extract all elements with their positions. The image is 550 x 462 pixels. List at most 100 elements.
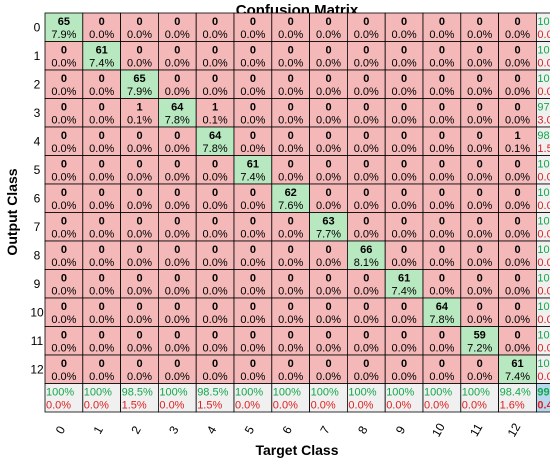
cell-count: 0 xyxy=(174,330,180,342)
cell-count: 0 xyxy=(212,159,218,171)
cell-count: 0 xyxy=(99,187,105,199)
cell-count: 0 xyxy=(99,159,105,171)
cell-count: 0 xyxy=(61,301,67,313)
cell-percent: 7.4% xyxy=(392,286,417,298)
row-precision: 100% xyxy=(537,216,550,228)
cell-percent: 0.0% xyxy=(51,86,76,98)
cell-count: 0 xyxy=(99,216,105,228)
cell-count: 0 xyxy=(325,102,331,114)
matrix-cell xyxy=(120,297,159,327)
cell-count: 0 xyxy=(477,216,483,228)
cell-count: 0 xyxy=(477,358,483,370)
cell-count: 61 xyxy=(96,45,108,57)
cell-percent: 0.0% xyxy=(203,86,228,98)
matrix-cell xyxy=(384,354,424,384)
cell-percent: 0.0% xyxy=(51,115,76,127)
matrix-cell xyxy=(82,69,122,99)
cell-percent: 0.0% xyxy=(165,286,190,298)
row-precision: 100% xyxy=(537,244,550,256)
row-error: 0.0% xyxy=(537,286,550,298)
cell-percent: 0.0% xyxy=(203,314,228,326)
cell-percent: 0.0% xyxy=(392,371,417,383)
x-tick-label: 7 xyxy=(317,423,333,436)
cell-count: 0 xyxy=(136,187,142,199)
cell-percent: 0.0% xyxy=(316,286,341,298)
cell-count: 0 xyxy=(61,45,67,57)
matrix-cell xyxy=(309,12,348,42)
col-summary-cell xyxy=(346,383,386,413)
cell-percent: 0.0% xyxy=(392,172,417,184)
col-recall: 100% xyxy=(311,387,339,399)
cell-percent: 0.0% xyxy=(51,200,76,212)
cell-count: 0 xyxy=(401,330,407,342)
matrix-cell xyxy=(346,297,386,327)
cell-count: 0 xyxy=(61,73,67,85)
cell-percent: 0.0% xyxy=(89,29,114,41)
matrix-cell xyxy=(460,155,499,185)
matrix-cell xyxy=(271,212,310,242)
cell-count: 0 xyxy=(174,187,180,199)
row-precision: 100% xyxy=(537,301,550,313)
cell-percent: 0.0% xyxy=(278,143,303,155)
matrix-cell xyxy=(384,240,424,270)
matrix-cell xyxy=(195,269,235,299)
cell-count: 0 xyxy=(99,358,105,370)
cell-count: 0 xyxy=(325,16,331,28)
cell-count: 0 xyxy=(288,216,294,228)
cell-percent: 0.0% xyxy=(240,257,265,269)
matrix-cell xyxy=(157,354,197,384)
cell-count: 0 xyxy=(439,330,445,342)
cell-percent: 0.0% xyxy=(51,229,76,241)
cell-count: 0 xyxy=(136,45,142,57)
cell-percent: 0.0% xyxy=(89,257,114,269)
cell-count: 0 xyxy=(212,45,218,57)
cell-percent: 0.0% xyxy=(354,29,379,41)
cell-count: 0 xyxy=(61,216,67,228)
matrix-cell xyxy=(384,69,424,99)
cell-percent: 0.0% xyxy=(127,229,152,241)
matrix-cell xyxy=(233,297,273,327)
cell-count: 0 xyxy=(325,73,331,85)
matrix-cell xyxy=(120,69,159,99)
cell-count: 1 xyxy=(514,130,520,142)
col-recall: 100% xyxy=(424,387,452,399)
cell-percent: 0.0% xyxy=(165,314,190,326)
col-recall: 100% xyxy=(159,387,187,399)
cell-percent: 0.0% xyxy=(316,343,341,355)
matrix-cell xyxy=(82,98,122,128)
cell-percent: 0.0% xyxy=(203,172,228,184)
cell-count: 0 xyxy=(477,130,483,142)
matrix-cell xyxy=(460,41,499,71)
cell-percent: 7.8% xyxy=(165,115,190,127)
cell-percent: 0.0% xyxy=(278,286,303,298)
cell-count: 0 xyxy=(363,102,369,114)
cell-percent: 7.7% xyxy=(316,229,341,241)
cell-percent: 0.0% xyxy=(278,371,303,383)
cell-count: 0 xyxy=(363,130,369,142)
row-summary-cell xyxy=(536,41,550,71)
col-summary-cell xyxy=(498,383,537,413)
cell-count: 0 xyxy=(212,16,218,28)
col-error: 0.0% xyxy=(46,400,71,412)
cell-count: 0 xyxy=(174,244,180,256)
cell-percent: 7.4% xyxy=(89,58,114,70)
matrix-cell xyxy=(157,240,197,270)
cell-percent: 0.0% xyxy=(51,58,76,70)
matrix-cell xyxy=(271,269,310,299)
matrix-cell xyxy=(422,12,462,42)
row-precision: 100% xyxy=(537,45,550,57)
cell-count: 0 xyxy=(136,330,142,342)
cell-count: 0 xyxy=(174,16,180,28)
cell-count: 0 xyxy=(363,330,369,342)
cell-percent: 0.0% xyxy=(203,371,228,383)
row-precision: 100% xyxy=(537,358,550,370)
col-summary-cell xyxy=(384,383,424,413)
cell-count: 0 xyxy=(250,45,256,57)
cell-percent: 0.0% xyxy=(392,143,417,155)
cell-count: 0 xyxy=(136,159,142,171)
cell-percent: 0.0% xyxy=(429,257,454,269)
cell-percent: 0.0% xyxy=(429,343,454,355)
matrix-cell xyxy=(82,155,122,185)
matrix-cell xyxy=(233,326,273,356)
